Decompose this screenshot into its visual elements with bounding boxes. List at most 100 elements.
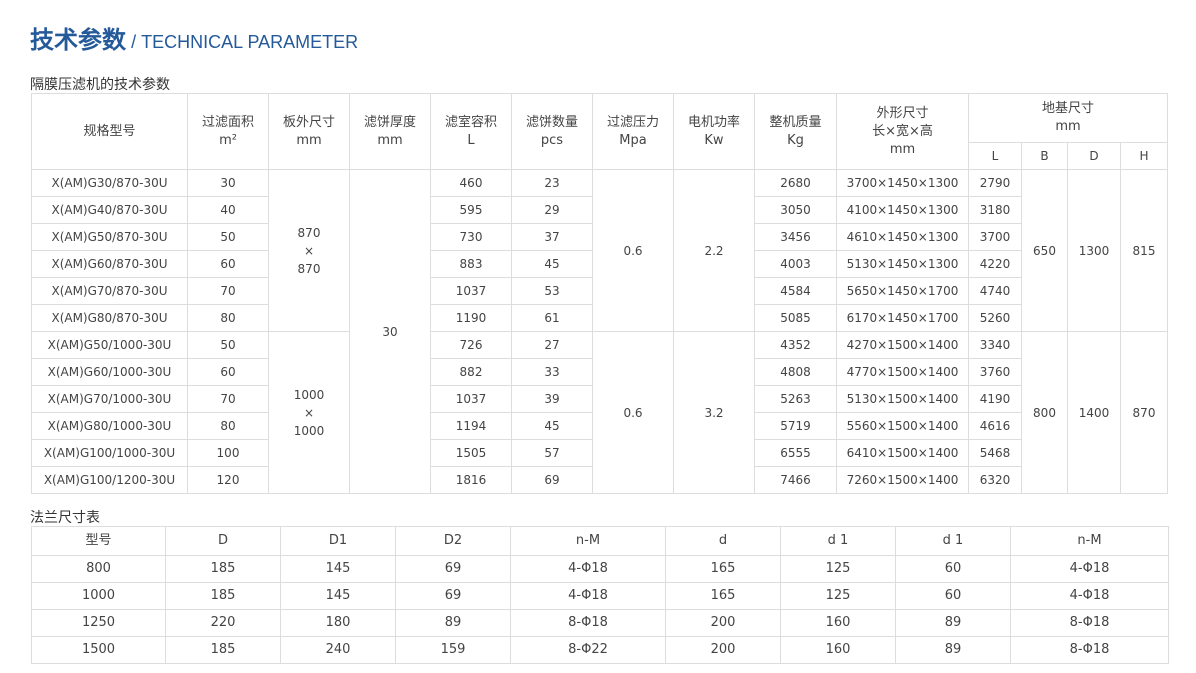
cell-text: 1500 — [81, 642, 116, 657]
weight-cell: 5085 — [754, 304, 837, 332]
cell-text: 长×宽×高 — [872, 123, 933, 139]
cell-text: pcs — [540, 132, 564, 148]
table-cell: 165 — [665, 555, 781, 583]
volume-cell: 1816 — [430, 466, 512, 494]
cell-text: 1000 — [293, 387, 325, 402]
cell-text: X(AM)G50/1000-30U — [47, 338, 172, 352]
cell-text: 200 — [710, 642, 736, 657]
table-cell: 69 — [395, 555, 511, 583]
cell-text: 870 — [297, 225, 321, 240]
cell-text: 0.6 — [623, 405, 643, 420]
cell-text: 地基尺寸 — [1042, 101, 1095, 116]
table-row: X(AM)G80/1000-30U 80 1194 45 5719 5560×1500×1… — [31, 412, 1168, 440]
cell-text: 4584 — [780, 284, 811, 298]
table-cell: 200 — [665, 609, 781, 637]
cell-text: 6170×1450×1700 — [846, 311, 959, 325]
cell-text: 5263 — [780, 392, 811, 406]
cell-text: X(AM)G40/870-30U — [51, 203, 168, 217]
cell-text: 89 — [944, 615, 962, 630]
column-header: 整机质量 Kg — [754, 93, 837, 170]
cell-text: 39 — [544, 392, 560, 406]
pressure-cell: 0.6 — [592, 169, 674, 332]
weight-cell: 4808 — [754, 358, 837, 386]
cell-text: 53 — [544, 284, 560, 298]
model-cell: X(AM)G100/1000-30U — [31, 439, 188, 467]
cell-text: 883 — [459, 257, 483, 271]
table-cell: 165 — [665, 582, 781, 610]
cell-text: 1816 — [455, 473, 487, 487]
column-header: D — [165, 526, 281, 556]
cell-text: 89 — [444, 615, 462, 630]
cell-text: 870 — [1132, 405, 1156, 420]
area-cell: 80 — [187, 412, 269, 440]
table-cell: 160 — [780, 609, 896, 637]
cell-text: 4808 — [780, 365, 811, 379]
cell-text: B — [1040, 149, 1049, 163]
header-row: 型号 D D1 D2 n-M d d 1 d 1 n-M — [31, 526, 1169, 556]
table-cell: 8-Φ18 — [1010, 609, 1169, 637]
cell-text: 4352 — [780, 338, 811, 352]
table-cell: 4-Φ18 — [510, 582, 666, 610]
cell-text: 电机功率 — [687, 114, 740, 130]
volume-cell: 882 — [430, 358, 512, 386]
cell-text: 4100×1450×1300 — [846, 203, 959, 217]
table-row: X(AM)G40/870-30U 40 595 29 3050 4100×1450×130… — [31, 196, 1168, 224]
cake-count-cell: 45 — [511, 250, 593, 278]
cell-text: 5130×1500×1400 — [846, 392, 959, 406]
table-cell: 4-Φ18 — [510, 555, 666, 583]
foundation-l-cell: 2790 — [968, 169, 1022, 197]
table-cell: 185 — [165, 636, 281, 664]
column-header: 过滤面积 m² — [187, 93, 269, 170]
cell-text: 60 — [220, 365, 236, 379]
cell-text: 过滤压力 — [606, 114, 659, 130]
volume-cell: 595 — [430, 196, 512, 224]
cell-text: 7466 — [780, 473, 811, 487]
cell-text: Kw — [704, 132, 724, 148]
power-cell: 2.2 — [673, 169, 755, 332]
cell-text: mm — [296, 132, 322, 148]
cell-text: 159 — [440, 642, 466, 657]
model-cell: X(AM)G40/870-30U — [31, 196, 188, 224]
cake-count-cell: 61 — [511, 304, 593, 332]
weight-cell: 6555 — [754, 439, 837, 467]
foundation-l-cell: 3340 — [968, 331, 1022, 359]
cell-text: 1000 — [81, 588, 116, 603]
cell-text: 45 — [544, 419, 560, 433]
column-header: d 1 — [780, 526, 896, 556]
table-cell: 160 — [780, 636, 896, 664]
table-cell: 125 — [780, 555, 896, 583]
table-row: 1500 185 240 159 8-Φ22 200 160 89 8-Φ18 — [31, 636, 1169, 664]
table-cell: 89 — [895, 636, 1011, 664]
table-row: X(AM)G70/1000-30U 70 1037 39 5263 5130×1500×1… — [31, 385, 1168, 413]
cell-text: × — [303, 243, 315, 258]
cell-text: 1037 — [455, 284, 487, 298]
cell-text: 4616 — [979, 419, 1011, 433]
column-header: 过滤压力 Mpa — [592, 93, 674, 170]
cell-text: 规格型号 — [83, 123, 136, 139]
cell-text: 145 — [325, 588, 351, 603]
cell-text: 165 — [710, 561, 736, 576]
cake-count-cell: 39 — [511, 385, 593, 413]
cake-count-cell: 45 — [511, 412, 593, 440]
cell-text: X(AM)G100/1000-30U — [43, 446, 176, 460]
cell-text: 33 — [544, 365, 560, 379]
foundation-l-cell: 3700 — [968, 223, 1022, 251]
cell-text: 160 — [825, 615, 851, 630]
cell-text: 5560×1500×1400 — [846, 419, 959, 433]
table-cell: 8-Φ22 — [510, 636, 666, 664]
foundation-l-cell: 5260 — [968, 304, 1022, 332]
cell-text: 730 — [459, 230, 483, 244]
dimensions-cell: 4770×1500×1400 — [836, 358, 969, 386]
cell-text: 125 — [825, 588, 851, 603]
model-cell: X(AM)G60/870-30U — [31, 250, 188, 278]
table-cell: 800 — [31, 555, 166, 583]
cell-text: 185 — [210, 588, 236, 603]
table-cell: 69 — [395, 582, 511, 610]
foundation-d-cell: 1400 — [1067, 331, 1121, 494]
dimensions-cell: 5560×1500×1400 — [836, 412, 969, 440]
area-cell: 70 — [187, 277, 269, 305]
cell-text: 220 — [210, 615, 236, 630]
dimensions-cell: 4610×1450×1300 — [836, 223, 969, 251]
cell-text: n-M — [575, 533, 601, 548]
dimensions-cell: 7260×1500×1400 — [836, 466, 969, 494]
